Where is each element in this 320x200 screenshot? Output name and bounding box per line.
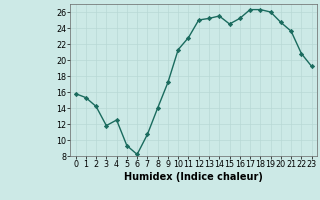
X-axis label: Humidex (Indice chaleur): Humidex (Indice chaleur) (124, 172, 263, 182)
